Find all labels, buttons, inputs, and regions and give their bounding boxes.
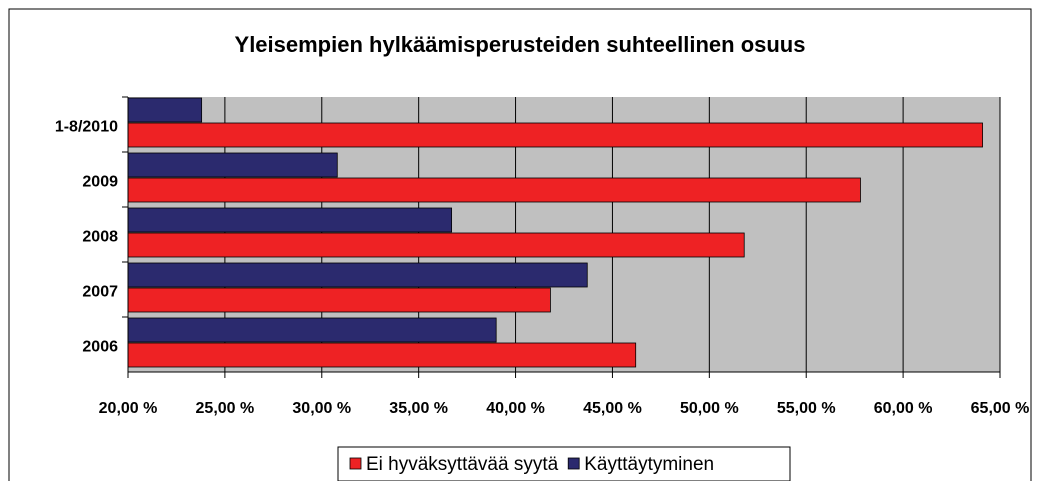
x-tick-label: 30,00 % (292, 400, 351, 417)
x-tick-label: 50,00 % (680, 400, 739, 417)
y-tick-label: 2008 (82, 229, 118, 246)
y-tick-label: 2009 (82, 174, 118, 191)
y-tick-label: 2006 (82, 339, 118, 356)
x-tick-label: 55,00 % (777, 400, 836, 417)
bar (127, 207, 453, 233)
y-tick-label: 2007 (82, 284, 118, 301)
legend-label: Käyttäytyminen (584, 454, 714, 475)
bar (127, 287, 551, 313)
legend-label: Ei hyväksyttävää syytä (366, 454, 559, 475)
bar (127, 152, 338, 178)
legend-swatch (567, 457, 580, 470)
x-tick-label: 45,00 % (583, 400, 642, 417)
legend-box (337, 446, 791, 481)
x-tick-label: 25,00 % (196, 400, 255, 417)
bar (127, 122, 983, 148)
x-tick-label: 60,00 % (874, 400, 933, 417)
bar (127, 177, 861, 203)
x-tick-label: 40,00 % (486, 400, 545, 417)
bar (127, 317, 497, 343)
chart-title: Yleisempien hylkäämisperusteiden suhteel… (235, 32, 806, 57)
y-tick-label: 1-8/2010 (55, 119, 118, 136)
bar (127, 342, 637, 368)
x-tick-label: 20,00 % (99, 400, 158, 417)
chart-frame (8, 8, 1032, 481)
bar (127, 232, 745, 258)
legend-swatch (349, 457, 362, 470)
bar (127, 262, 588, 288)
x-tick-label: 35,00 % (389, 400, 448, 417)
x-tick-label: 65,00 % (971, 400, 1030, 417)
bar (127, 97, 203, 123)
